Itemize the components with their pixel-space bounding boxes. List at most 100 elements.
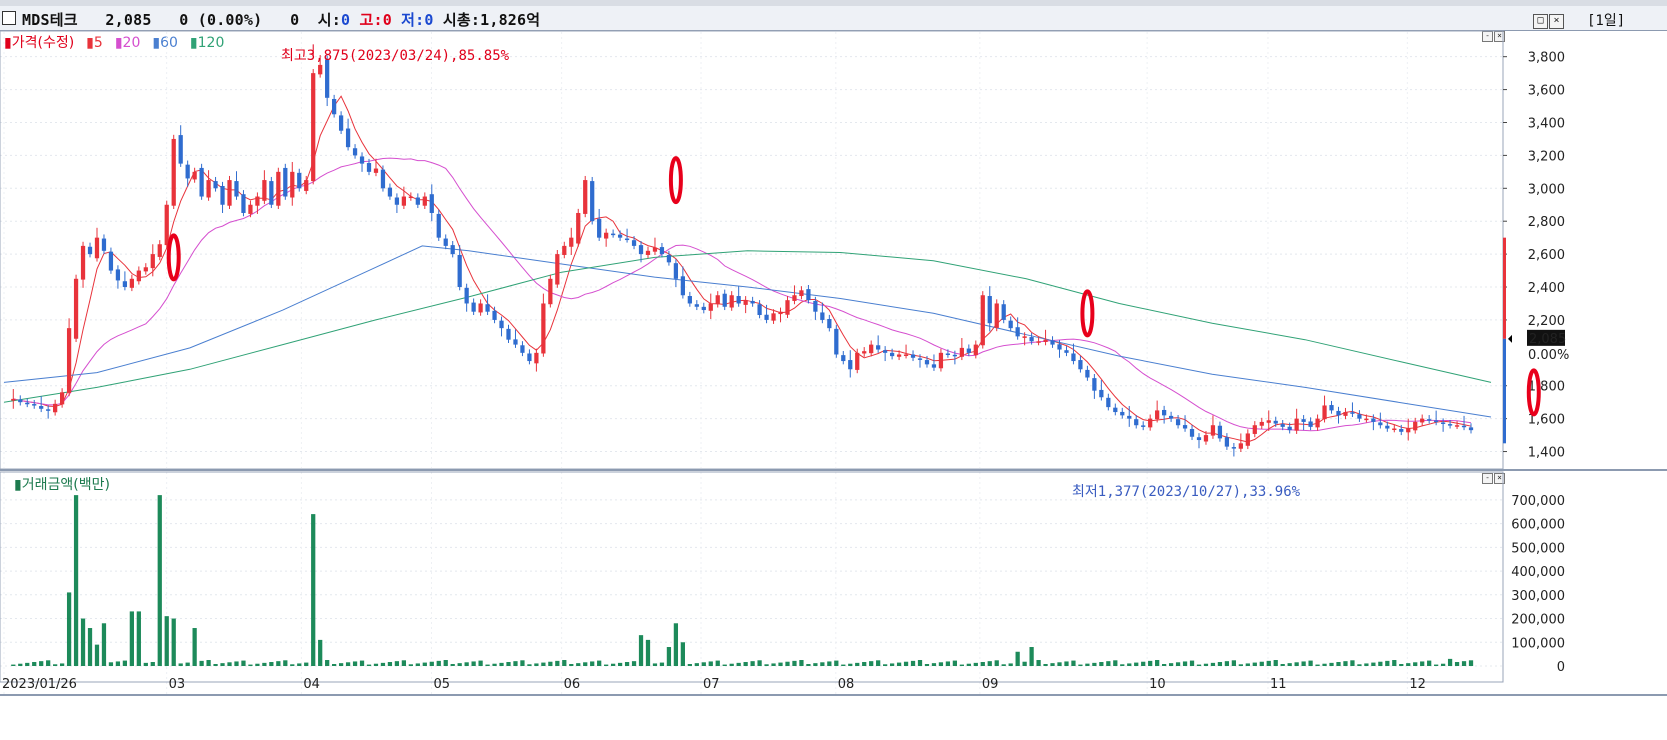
volume-bar <box>32 662 37 666</box>
legend-price-label: ▮가격(수정) <box>4 35 75 51</box>
candle-body <box>115 269 121 281</box>
candle-body <box>1127 415 1132 419</box>
volume-bar <box>889 663 895 666</box>
candle-body <box>785 300 790 315</box>
candle-body <box>352 148 358 156</box>
candle-body <box>576 212 581 244</box>
candle-body <box>1182 425 1188 429</box>
candle-body <box>1196 437 1202 441</box>
candle-body <box>248 204 253 214</box>
volume-bar <box>199 660 204 666</box>
volume-bar <box>164 616 169 666</box>
candle-body <box>394 197 400 205</box>
candle-body <box>436 213 441 238</box>
legend-ma5: ▮5 <box>86 35 103 51</box>
volume-bar <box>338 663 344 666</box>
volume-bar <box>994 660 999 666</box>
candle-body <box>283 167 288 197</box>
candle-body <box>1280 424 1285 427</box>
volume-bar <box>757 660 762 666</box>
volume-bar <box>1252 662 1257 666</box>
candle-body <box>80 245 86 280</box>
candle-body <box>597 218 602 238</box>
bottom-border <box>0 694 1667 696</box>
volume-bar <box>297 663 302 666</box>
volume-bar <box>659 662 665 666</box>
candle-body <box>53 403 58 413</box>
volume-panel-minimize-icon[interactable]: - <box>1482 473 1493 484</box>
candle-body <box>1106 397 1111 408</box>
candle-body <box>422 196 427 206</box>
candle-body <box>848 360 853 370</box>
volume-bar <box>359 660 365 666</box>
candle-body <box>1259 421 1264 426</box>
volume-bar <box>1224 661 1230 666</box>
candle-body <box>429 194 434 213</box>
volume-bar <box>1175 662 1181 666</box>
candle-body <box>450 245 455 255</box>
close-icon[interactable]: × <box>1549 14 1564 29</box>
volume-bar <box>255 663 260 666</box>
volume-bar <box>1266 660 1271 666</box>
candle-body <box>150 254 155 269</box>
candle-body <box>973 344 978 356</box>
candle-body <box>1113 407 1118 413</box>
period-selector[interactable]: [1일] <box>1587 13 1626 29</box>
candle-body <box>492 310 497 320</box>
candle-body <box>701 306 706 311</box>
volume-bar <box>1043 664 1048 666</box>
candlesticks <box>11 55 1474 457</box>
candle-body <box>1371 418 1376 422</box>
current-price-axis-label: 2,085 <box>1529 332 1566 347</box>
volume-bar <box>241 660 246 666</box>
candle-body <box>1168 415 1174 419</box>
volume-bar <box>464 662 469 666</box>
candle-body <box>1217 425 1223 439</box>
candle-body <box>652 247 658 252</box>
volume-bar <box>980 662 985 666</box>
volume-panel-close-icon[interactable]: × <box>1494 473 1505 484</box>
volume-bar <box>617 662 623 666</box>
volume-bar <box>576 663 581 666</box>
candle-body <box>87 246 93 255</box>
select-checkbox[interactable] <box>2 11 16 25</box>
candle-body <box>478 303 483 313</box>
candle-body <box>1461 425 1467 428</box>
volume-bar <box>1392 660 1397 666</box>
candle-body <box>199 167 204 197</box>
volume-tick-label: 600,000 <box>1511 518 1565 533</box>
candle-body <box>569 237 574 247</box>
candle-body <box>1364 418 1369 421</box>
candle-body <box>1315 418 1320 428</box>
high-label: 고: <box>359 11 383 29</box>
candle-body <box>332 98 337 115</box>
candle-body <box>66 328 72 393</box>
volume-tick-label: 400,000 <box>1511 565 1565 580</box>
volume-bar <box>555 660 560 666</box>
stock-info-bar: MDS테크 2,085 0 (0.00%) 0 시:0 고:0 저:0 시총:1… <box>0 6 1667 31</box>
candle-body <box>938 352 944 369</box>
bottom-scroll-area[interactable] <box>0 696 1667 740</box>
volume-bar <box>304 662 309 666</box>
date-tick-label: 04 <box>303 677 320 692</box>
volume-bar <box>548 661 553 666</box>
highlight-marks <box>166 44 1565 444</box>
date-tick-label: 10 <box>1149 677 1166 692</box>
candle-body <box>1134 419 1139 426</box>
volume-bar <box>1364 663 1369 666</box>
candle-body <box>1043 339 1048 342</box>
candle-body <box>736 296 741 304</box>
candle-body <box>122 281 128 288</box>
candle-body <box>687 296 692 304</box>
volume-bar <box>311 514 316 666</box>
price-tick-label: 3,800 <box>1528 51 1565 66</box>
volume-bar <box>185 662 190 666</box>
candle-body <box>910 354 916 358</box>
candle-body <box>1029 337 1034 342</box>
volume-bar <box>318 639 323 666</box>
maximize-icon[interactable]: □ <box>1533 14 1548 29</box>
candle-body <box>1008 320 1013 329</box>
candle-body <box>39 406 44 409</box>
volume-bar <box>743 662 748 666</box>
